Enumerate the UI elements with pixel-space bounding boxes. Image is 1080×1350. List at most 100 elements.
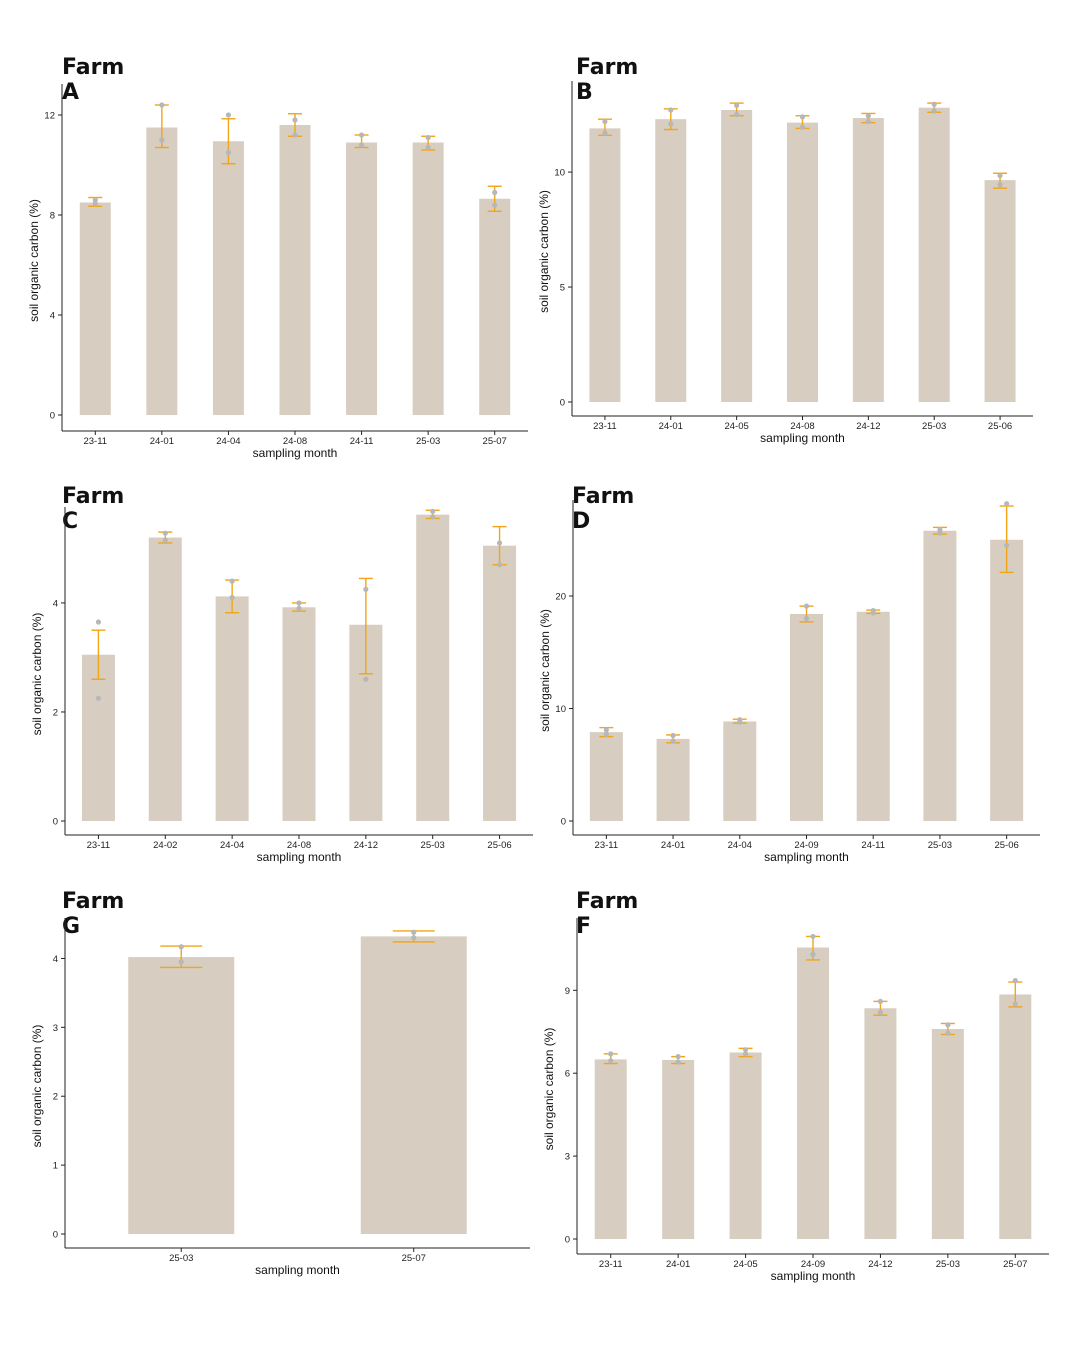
y-tick-label: 9 — [565, 986, 570, 997]
data-point — [945, 1022, 951, 1028]
chart-title: Farm A — [62, 55, 125, 105]
y-axis-title: soil organic carbon (%) — [542, 1028, 556, 1151]
data-point — [670, 732, 676, 739]
data-point — [229, 578, 235, 584]
x-tick-label: 24-08 — [283, 436, 307, 447]
data-point — [737, 717, 743, 723]
data-point — [603, 727, 609, 733]
data-point — [363, 586, 369, 592]
chart-farm-a: 0 4 8 12 23-11 24-01 24-04 24-08 24-11 25-03 25-07… — [27, 84, 528, 460]
x-axis-title: sampling month — [760, 431, 845, 445]
x-tick-label: 25-06 — [487, 840, 511, 851]
data-point — [865, 118, 871, 125]
data-point — [496, 562, 503, 568]
y-tick-label: 0 — [53, 1230, 58, 1241]
data-point — [668, 107, 674, 113]
chart-farm-g: 0 1 2 3 4 25-03 25-07 sampling month soil organi… — [30, 918, 530, 1277]
data-point — [670, 738, 676, 744]
bar — [662, 1059, 695, 1239]
y-tick-label: 6 — [565, 1069, 570, 1080]
bar — [346, 142, 378, 415]
data-point — [92, 197, 98, 203]
x-tick-label: 23-11 — [83, 436, 107, 447]
y-tick-label: 3 — [53, 1023, 58, 1034]
x-tick-label: 24-01 — [666, 1259, 690, 1270]
chart-title: Farm G — [62, 889, 125, 939]
data-point — [296, 600, 302, 606]
bar — [984, 180, 1016, 402]
data-point — [803, 603, 810, 609]
data-point — [178, 944, 184, 950]
y-tick-label: 2 — [53, 1092, 58, 1103]
chart-farm-d: 0 10 20 23-11 24-01 24-04 24-09 24-11 25-03 25-06… — [538, 500, 1040, 864]
data-point — [92, 201, 98, 207]
data-point — [810, 933, 816, 940]
y-tick-label: 10 — [555, 704, 566, 715]
data-point — [411, 929, 417, 935]
bar — [723, 721, 757, 821]
x-tick-label: 24-08 — [287, 840, 311, 851]
data-point — [178, 959, 184, 965]
bar — [594, 1059, 627, 1239]
bar — [721, 109, 753, 402]
bar — [146, 127, 178, 415]
data-point — [608, 1051, 614, 1057]
data-point — [411, 935, 417, 941]
bar — [479, 198, 511, 415]
data-point — [1012, 978, 1018, 984]
y-tick-label: 0 — [53, 817, 58, 828]
bar — [852, 118, 884, 402]
bar — [212, 141, 244, 415]
data-point — [734, 102, 740, 108]
data-point — [799, 124, 806, 130]
y-axis-title: soil organic carbon (%) — [537, 190, 551, 313]
data-point — [608, 1058, 614, 1064]
y-tick-label: 4 — [50, 311, 55, 322]
data-point — [363, 676, 369, 682]
data-point — [675, 1059, 681, 1065]
y-tick-label: 0 — [561, 817, 566, 828]
chart-title: Farm B — [576, 55, 639, 105]
x-tick-label: 23-11 — [599, 1259, 623, 1270]
bar — [589, 128, 621, 403]
data-point — [292, 132, 298, 138]
data-point — [159, 102, 165, 108]
data-point — [229, 594, 235, 601]
bar — [656, 738, 690, 821]
data-point — [1004, 501, 1010, 507]
data-point — [602, 130, 608, 136]
data-point — [675, 1054, 681, 1060]
data-point — [162, 537, 168, 543]
chart-title: Farm C — [62, 484, 125, 534]
data-point — [225, 112, 232, 118]
y-tick-label: 0 — [50, 411, 55, 422]
data-point — [496, 540, 503, 546]
data-point — [877, 1009, 884, 1016]
bar — [412, 142, 444, 415]
x-tick-label: 24-04 — [220, 840, 244, 851]
x-axis-title: sampling month — [764, 850, 849, 864]
bar — [729, 1052, 762, 1239]
data-point — [225, 149, 232, 156]
x-tick-label: 24-12 — [868, 1259, 892, 1270]
bar — [797, 947, 829, 1239]
y-tick-label: 12 — [44, 111, 55, 122]
data-point — [492, 189, 498, 196]
data-point — [734, 111, 740, 118]
x-tick-label: 24-05 — [724, 421, 748, 432]
x-tick-label: 25-03 — [928, 840, 952, 851]
x-tick-label: 24-08 — [790, 421, 814, 432]
data-point — [1004, 542, 1010, 548]
bar — [787, 122, 818, 403]
x-tick-label: 24-02 — [153, 840, 177, 851]
x-tick-label: 25-03 — [416, 436, 440, 447]
x-tick-label: 25-03 — [936, 1259, 960, 1270]
y-tick-label: 0 — [565, 1235, 570, 1246]
x-tick-label: 24-11 — [861, 840, 885, 851]
bar — [990, 539, 1024, 821]
y-tick-label: 2 — [53, 707, 58, 718]
x-tick-label: 25-06 — [988, 421, 1012, 432]
data-point — [742, 1047, 749, 1053]
data-point — [296, 605, 302, 611]
